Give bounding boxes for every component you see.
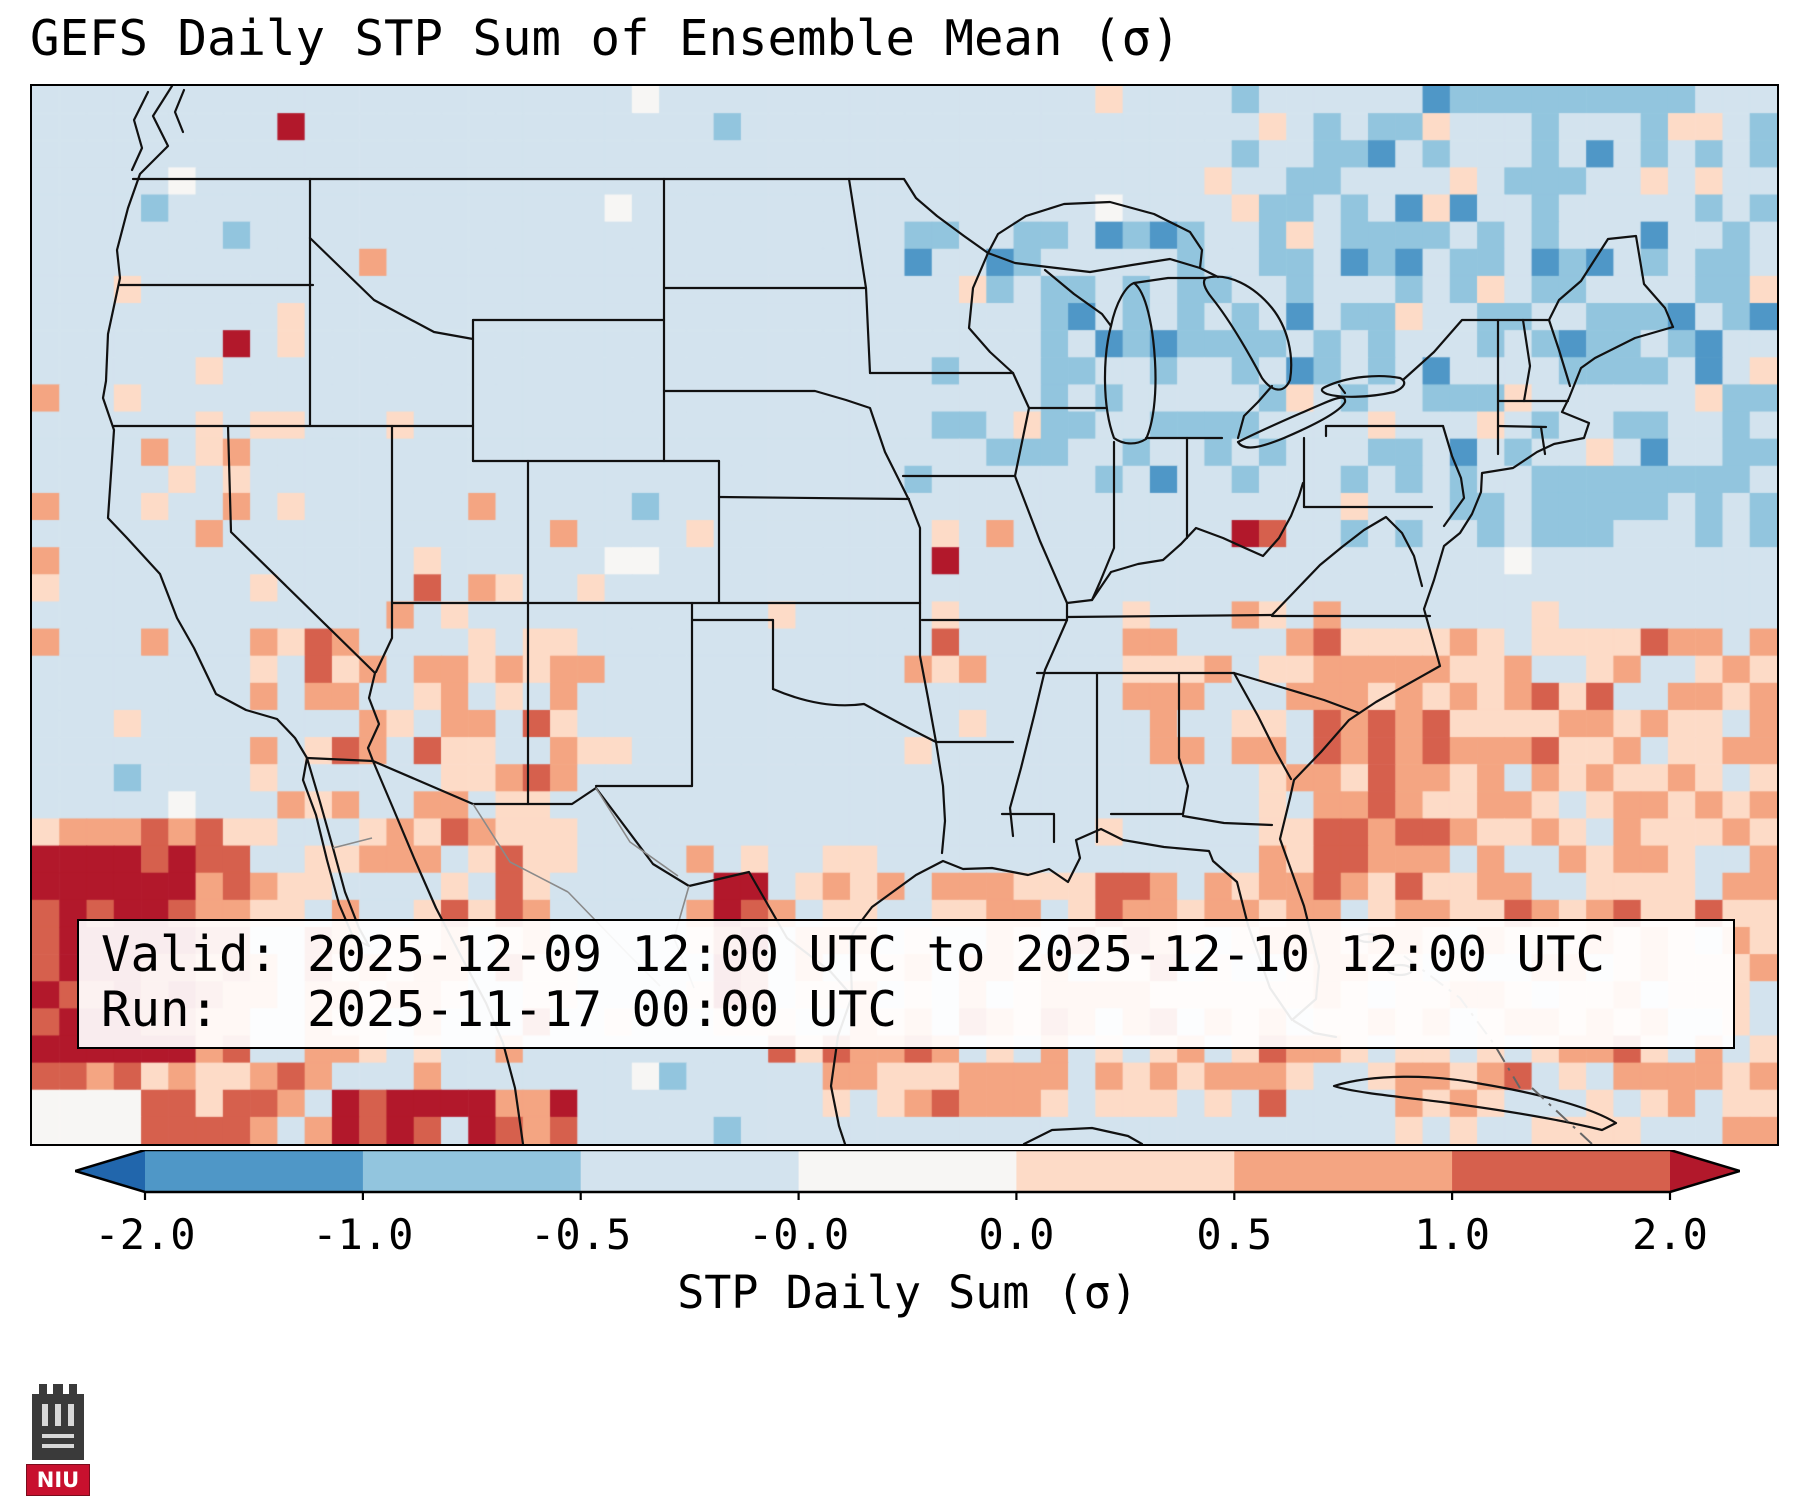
colorbar-bar — [75, 1150, 1740, 1200]
colorbar-label: STP Daily Sum (σ) — [677, 1266, 1138, 1319]
colorbar-tick-label: -0.0 — [747, 1210, 850, 1259]
map-frame: Valid: 2025-12-09 12:00 UTC to 2025-12-10… — [30, 84, 1779, 1146]
page-title: GEFS Daily STP Sum of Ensemble Mean (σ) — [30, 10, 1181, 67]
colorbar-tick-label: 0.0 — [978, 1210, 1055, 1259]
valid-time-row: Valid: 2025-12-09 12:00 UTC to 2025-12-10… — [101, 927, 1723, 982]
colorbar: -2.0 -1.0 -0.5 -0.0 0.0 0.5 1.0 2.0 STP Daily S… — [75, 1150, 1740, 1320]
niu-castle-icon — [32, 1384, 84, 1460]
run-time-row: Run: 2025-11-17 00:00 UTC — [101, 982, 1723, 1037]
niu-logo: NIU — [26, 1378, 90, 1498]
colorbar-tick-label: 0.5 — [1196, 1210, 1273, 1259]
valid-label: Valid: — [101, 926, 279, 983]
colorbar-tick-label: -0.5 — [530, 1210, 632, 1259]
colorbar-tick-label: 1.0 — [1414, 1210, 1491, 1259]
niu-logo-text: NIU — [26, 1464, 90, 1496]
colorbar-tick-label: -2.0 — [94, 1210, 196, 1259]
run-label: Run: — [101, 981, 220, 1038]
info-box: Valid: 2025-12-09 12:00 UTC to 2025-12-10… — [77, 919, 1735, 1049]
valid-value: 2025-12-09 12:00 UTC to 2025-12-10 12:00… — [307, 926, 1606, 983]
colorbar-tick-label: 2.0 — [1632, 1210, 1708, 1259]
run-value: 2025-11-17 00:00 UTC — [307, 981, 898, 1038]
colorbar-tick-label: -1.0 — [312, 1210, 414, 1259]
